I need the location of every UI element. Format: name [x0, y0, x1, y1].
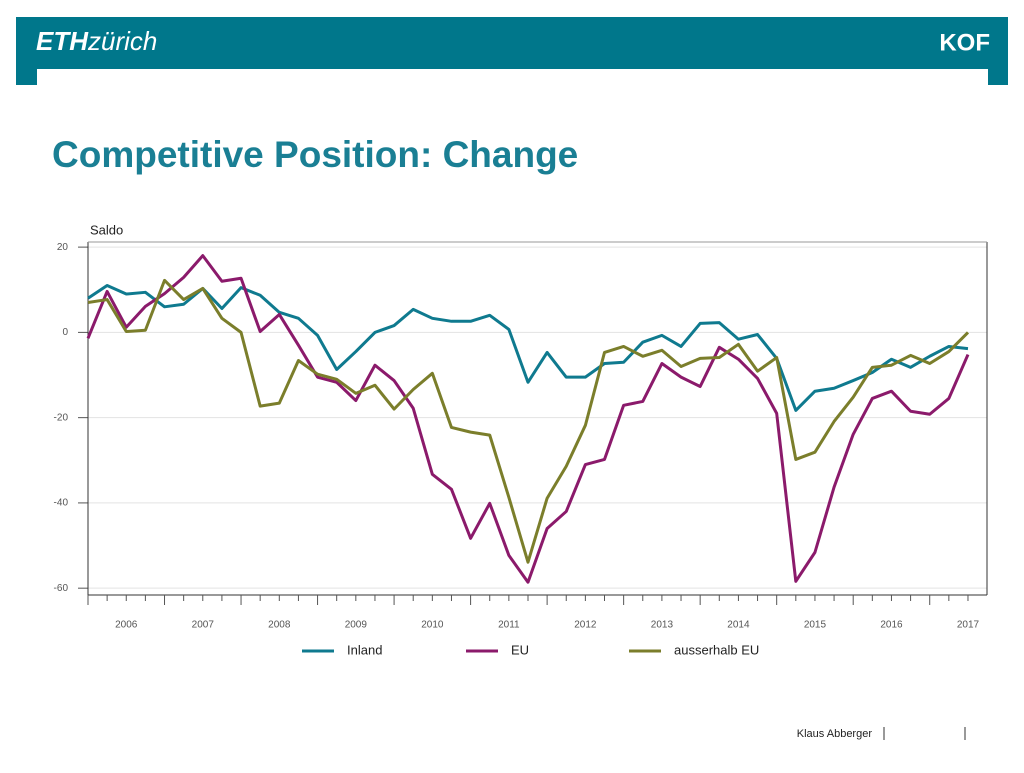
chart-title: Competitive Position: Change — [52, 134, 578, 175]
y-tick-label: 0 — [62, 327, 68, 338]
x-tick-label: 2010 — [421, 620, 444, 631]
legend-label: Inland — [347, 642, 382, 657]
x-tick-label: 2017 — [957, 620, 980, 631]
x-tick-label: 2006 — [115, 620, 138, 631]
y-tick-label: -40 — [54, 498, 69, 509]
series-line — [87, 283, 969, 412]
x-tick-label: 2014 — [727, 620, 750, 631]
y-tick-label: -20 — [54, 412, 69, 423]
x-tick-label: 2015 — [804, 620, 827, 631]
header-notch — [16, 17, 37, 85]
x-tick-label: 2008 — [268, 620, 291, 631]
y-tick-label: -60 — [54, 583, 69, 594]
logo-rest: zürich — [87, 26, 157, 56]
x-tick-label: 2007 — [192, 620, 215, 631]
legend-label: EU — [511, 642, 529, 657]
x-tick-label: 2016 — [880, 620, 903, 631]
x-tick-label: 2012 — [574, 620, 597, 631]
legend-label: ausserhalb EU — [674, 642, 759, 657]
y-tick-label: 20 — [57, 242, 69, 253]
logo-bold: ETH — [36, 26, 89, 56]
x-tick-label: 2009 — [345, 620, 368, 631]
logo: ETHzürich — [36, 26, 157, 56]
series-line — [87, 278, 970, 564]
series-line — [86, 254, 970, 584]
x-tick-label: 2013 — [651, 620, 674, 631]
header-bar — [16, 17, 1008, 69]
footer-author: Klaus Abberger — [797, 728, 873, 740]
x-tick-label: 2011 — [498, 620, 520, 631]
brand: KOF — [939, 29, 990, 56]
y-axis-label: Saldo — [90, 222, 123, 237]
header-notch — [988, 17, 1008, 85]
